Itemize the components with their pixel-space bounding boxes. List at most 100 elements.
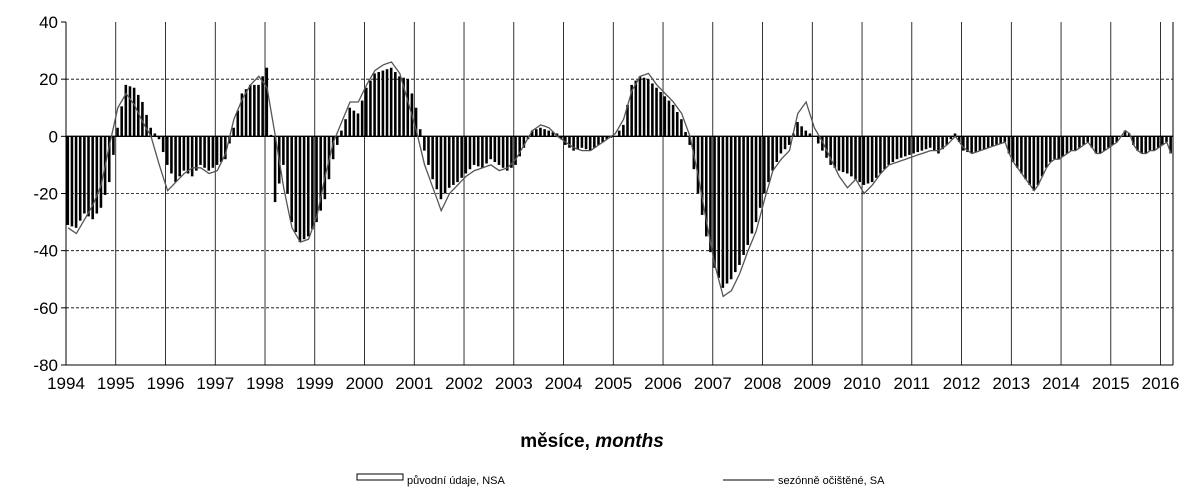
nsa-bar (166, 136, 169, 165)
nsa-bar (775, 136, 779, 163)
nsa-bar (659, 92, 662, 137)
nsa-bar (887, 136, 890, 165)
nsa-bar (721, 136, 725, 288)
sa-line (67, 61, 1172, 298)
x-tick-label: 1996 (147, 374, 185, 393)
nsa-bar (273, 136, 277, 203)
nsa-bar (874, 136, 878, 178)
nsa-bar (261, 76, 264, 137)
nsa-bar (1107, 136, 1110, 148)
nsa-bar (642, 77, 646, 137)
nsa-bar (215, 136, 219, 165)
x-tick-label: 2007 (694, 374, 732, 393)
nsa-bar (651, 83, 654, 137)
nsa-bar (211, 136, 215, 168)
nsa-bar (837, 136, 841, 171)
legend-sa-label: sezónně očištěné, SA (778, 475, 885, 487)
nsa-bar (348, 107, 352, 137)
nsa-bar (224, 136, 227, 160)
nsa-bar (170, 136, 173, 174)
nsa-bar (1036, 136, 1040, 185)
nsa-bar (584, 136, 588, 150)
nsa-bar (858, 136, 861, 183)
nsa-bar (816, 136, 820, 144)
nsa-bar (290, 136, 293, 223)
legend-nsa-label: původní údaje, NSA (407, 475, 506, 487)
nsa-bar (331, 136, 335, 160)
nsa-bar (630, 84, 633, 137)
legend: původní údaje, NSA sezónně očištěné, SA (356, 473, 885, 487)
nsa-bar (713, 136, 716, 268)
nsa-bar (970, 136, 973, 154)
nsa-bar (767, 136, 770, 183)
nsa-bar (232, 127, 235, 137)
nsa-bar (91, 136, 94, 220)
x-tick-label: 2004 (545, 374, 583, 393)
nsa-bar (369, 80, 372, 137)
nsa-bar (315, 136, 318, 223)
nsa-bar (66, 136, 70, 225)
x-tick-label: 1995 (97, 374, 135, 393)
nsa-bar (447, 136, 451, 188)
nsa-bar (539, 127, 542, 137)
nsa-bar (850, 136, 853, 177)
y-tick-label: 40 (39, 13, 58, 32)
nsa-bar (1161, 136, 1164, 145)
nsa-bar (966, 136, 969, 153)
nsa-bar (870, 136, 874, 183)
nsa-bar (443, 136, 447, 194)
x-tick-labels: 1994 1995 1996 1997 1998 1999 2000 2001 2002 2003… (47, 374, 1179, 393)
nsa-bar (460, 136, 463, 178)
nsa-bar (244, 89, 248, 137)
y-tick-label: -80 (33, 356, 58, 375)
nsa-bar (684, 132, 687, 137)
nsa-bar (555, 133, 559, 137)
nsa-bar (1061, 136, 1065, 157)
nsa-bar (497, 136, 501, 165)
nsa-bar (568, 136, 571, 148)
nsa-bar (999, 136, 1002, 144)
nsa-bar (174, 136, 177, 183)
nsa-bar (116, 127, 119, 137)
nsa-bar (1028, 136, 1031, 185)
nsa-bar (564, 136, 567, 145)
nsa-bar (302, 136, 306, 240)
nsa-bar (265, 67, 269, 137)
nsa-bar (638, 76, 642, 137)
nsa-bar (236, 110, 240, 137)
nsa-bar (481, 136, 484, 168)
nsa-bar (112, 136, 115, 155)
nsa-bar (468, 136, 472, 170)
nsa-bar (734, 136, 737, 273)
nsa-bar (1132, 136, 1135, 145)
nsa-bar (854, 136, 857, 180)
nsa-bar (335, 136, 339, 145)
nsa-bar (124, 84, 128, 137)
nsa-bar (845, 136, 849, 174)
nsa-bar (1148, 136, 1152, 151)
x-tick-label: 2010 (843, 374, 881, 393)
nsa-bar (306, 136, 310, 237)
nsa-bar (427, 136, 430, 165)
nsa-bar (928, 136, 932, 148)
nsa-bar (646, 79, 650, 137)
nsa-bar (1073, 136, 1077, 151)
axes (61, 21, 1174, 366)
nsa-bar (298, 136, 302, 243)
nsa-bar (377, 72, 381, 137)
nsa-bar (1003, 136, 1007, 143)
nsa-bar (982, 136, 986, 150)
nsa-bar (95, 136, 99, 214)
x-tick-label: 1997 (196, 374, 234, 393)
nsa-bar (1123, 130, 1127, 137)
nsa-bar (825, 136, 828, 158)
y-tick-labels: 40 20 0 -20 -40 -60 -80 (33, 13, 58, 375)
nsa-bar (937, 136, 940, 154)
x-tick-label: 2002 (445, 374, 483, 393)
y-tick-label: -20 (33, 185, 58, 204)
nsa-bar (626, 104, 629, 137)
nsa-bar (78, 136, 82, 221)
nsa-bar (663, 96, 667, 137)
nsa-bar (323, 136, 327, 200)
